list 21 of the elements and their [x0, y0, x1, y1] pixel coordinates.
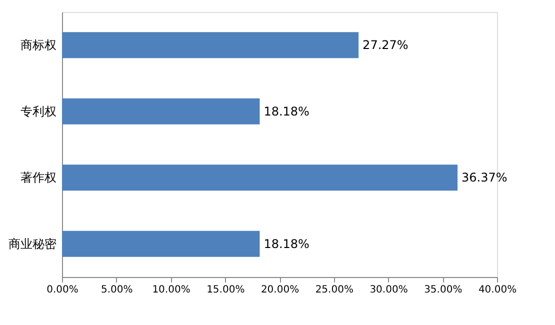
y-tick-label: 商标权: [20, 38, 56, 52]
y-tick-label: 专利权: [20, 104, 56, 118]
x-tick-label: 5.00%: [100, 284, 133, 296]
bar: [62, 32, 359, 58]
bar: [62, 98, 260, 124]
bar: [62, 230, 260, 257]
bar: [62, 164, 458, 191]
x-tick-label: 25.00%: [315, 284, 354, 296]
x-tick-label: 30.00%: [370, 284, 408, 296]
x-tick-label: 10.00%: [152, 284, 190, 296]
data-label: 36.37%: [462, 170, 508, 185]
x-tick-label: 0.00%: [46, 284, 78, 296]
data-label: 18.18%: [264, 236, 310, 251]
y-tick-label: 商业秘密: [8, 236, 56, 251]
data-label: 18.18%: [264, 104, 310, 118]
x-tick-label: 40.00%: [478, 284, 517, 296]
x-tick-label: 20.00%: [260, 284, 300, 296]
data-label: 27.27%: [362, 38, 408, 52]
x-tick-label: 35.00%: [424, 284, 462, 296]
x-tick-label: 15.00%: [206, 284, 245, 296]
y-tick-label: 著作权: [20, 170, 56, 185]
